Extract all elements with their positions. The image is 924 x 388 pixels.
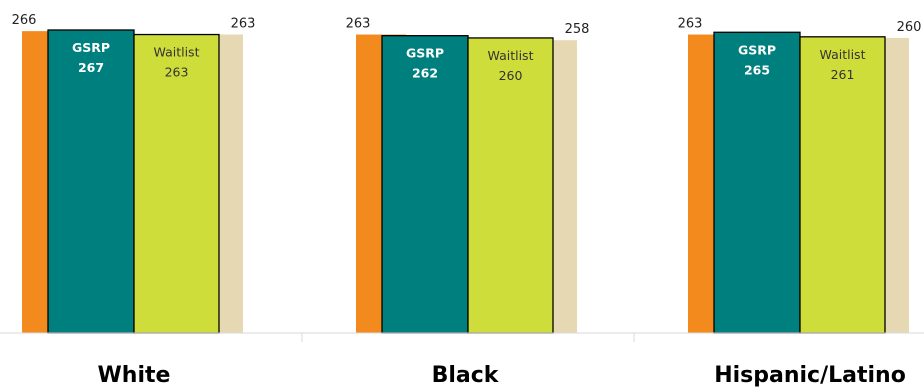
bar-white-series-3 (219, 34, 243, 333)
inner-value-label: 260 (499, 68, 523, 83)
bar-hispanic-latino-series-3 (885, 37, 909, 334)
bars-layer (22, 29, 909, 334)
category-label-black: Black (432, 363, 500, 388)
inner-series-name-label: Waitlist (488, 48, 534, 63)
value-label-series-3: 258 (565, 22, 590, 37)
bar-black-series-3 (553, 40, 577, 334)
inner-value-label: 265 (744, 62, 770, 77)
value-label-series-3: 260 (897, 20, 922, 35)
inner-value-label: 261 (831, 67, 855, 82)
labels-layer: 266 263 GSRP 267 Waitlist 263 263 258 GSRP 262 Wai… (12, 13, 922, 83)
bar-white-series-1 (47, 29, 135, 334)
inner-series-name-label: GSRP (406, 46, 444, 61)
inner-value-label: 263 (165, 65, 189, 80)
bar-white-series-2 (133, 33, 220, 334)
inner-series-name-label: GSRP (738, 42, 776, 57)
bar-black-series-2 (467, 37, 554, 334)
value-label-series-3: 263 (231, 17, 256, 32)
bar-hispanic-latino-series-1 (713, 31, 801, 334)
inner-series-name-label: GSRP (72, 40, 110, 55)
value-label-series-0: 266 (12, 13, 37, 28)
category-label-white: White (98, 363, 171, 388)
category-label-hispanic-latino: Hispanic/Latino (714, 363, 906, 388)
inner-series-name-label: Waitlist (820, 47, 866, 62)
value-label-series-0: 263 (678, 17, 703, 32)
inner-value-label: 267 (78, 60, 104, 75)
inner-value-label: 262 (412, 66, 438, 81)
category-labels: White Black Hispanic/Latino (98, 363, 906, 388)
inner-series-name-label: Waitlist (154, 45, 200, 60)
value-label-series-0: 263 (346, 17, 371, 32)
